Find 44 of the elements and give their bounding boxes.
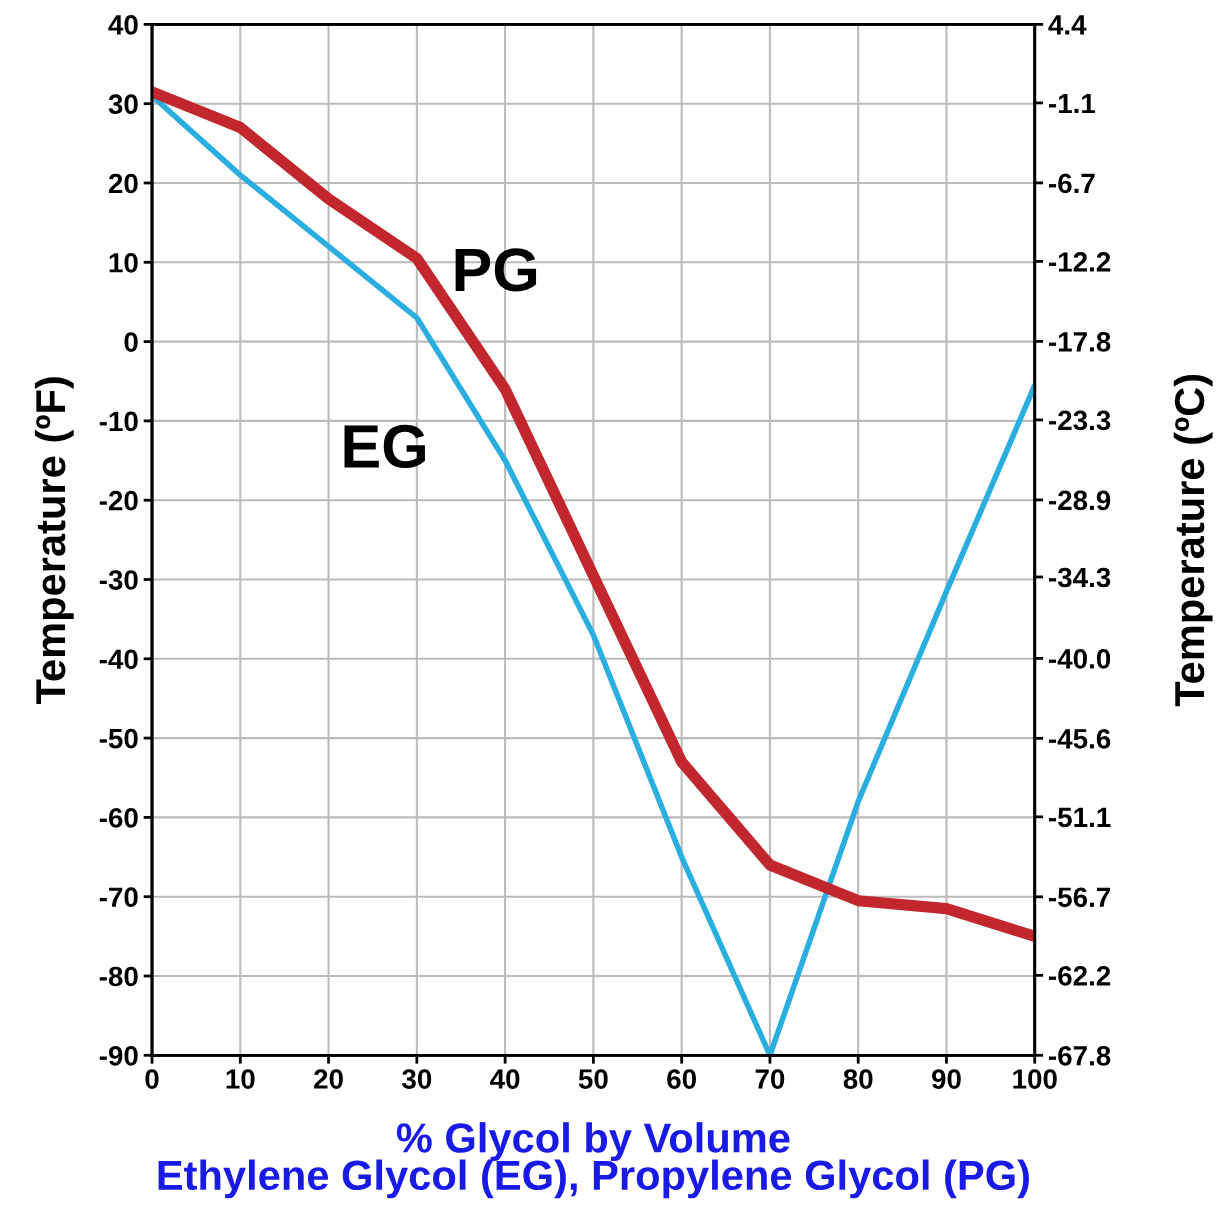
y2-tick-label: 4.4 — [1048, 15, 1087, 35]
y2-tick-label: -28.9 — [1049, 490, 1111, 511]
y-tick-label: -40 — [99, 649, 138, 670]
x-tick-label: 40 — [490, 1069, 520, 1089]
x-tick-label: 80 — [843, 1069, 873, 1089]
y2-tick-label: -17.8 — [1049, 332, 1111, 352]
y-tick-label: 30 — [108, 94, 138, 115]
y-tick-label: -60 — [99, 808, 138, 828]
series-label: EG — [344, 424, 425, 469]
y2-tick-label: -45.6 — [1049, 728, 1111, 749]
x-tick-label: 60 — [667, 1069, 696, 1089]
x-tick-label: 20 — [314, 1069, 343, 1089]
y2-tick-label: -62.2 — [1049, 966, 1111, 986]
y-tick-label: -50 — [99, 728, 138, 749]
x-tick-label: 10 — [226, 1069, 255, 1089]
y-tick-label: -70 — [99, 887, 138, 908]
x-tick-label: 100 — [1013, 1069, 1057, 1089]
y-tick-label: -90 — [99, 1045, 138, 1066]
y2-tick-label: -51.1 — [1049, 807, 1111, 828]
x-axis-title: % Glycol by Volume Ethylene Glycol (EG), Propylene Glycol (PG) — [158, 1122, 1029, 1199]
series-label: PG — [455, 248, 537, 292]
y2-tick-label: -1.1 — [1049, 93, 1096, 113]
y-tick-label: -10 — [99, 411, 138, 432]
y2-tick-label: -67.8 — [1049, 1045, 1111, 1066]
y-tick-label: 40 — [108, 15, 138, 35]
y-tick-label: -30 — [99, 570, 138, 590]
x-tick-label: 50 — [578, 1069, 608, 1089]
x-tick-label: 70 — [755, 1069, 785, 1089]
y-tick-label: 20 — [108, 173, 138, 194]
y2-axis-title: Temperature (ºC) — [1173, 374, 1213, 707]
y2-tick-label: -34.3 — [1049, 567, 1111, 588]
y2-tick-label: -23.3 — [1049, 410, 1111, 431]
y2-tick-label: -56.7 — [1049, 887, 1111, 908]
y-tick-label: -80 — [99, 966, 138, 987]
y-tick-label: -20 — [99, 490, 138, 511]
y-tick-label: 0 — [124, 332, 138, 352]
x-tick-label: 90 — [931, 1069, 961, 1089]
y-tick-label: 10 — [109, 252, 138, 273]
y2-tick-label: -6.7 — [1049, 173, 1095, 194]
x-tick-label: 30 — [402, 1069, 432, 1089]
y2-tick-label: -40.0 — [1049, 649, 1111, 669]
y-axis-title: Temperature (ºF) — [34, 377, 74, 705]
x-tick-label: 0 — [145, 1069, 159, 1089]
y2-tick-label: -12.2 — [1049, 252, 1111, 272]
